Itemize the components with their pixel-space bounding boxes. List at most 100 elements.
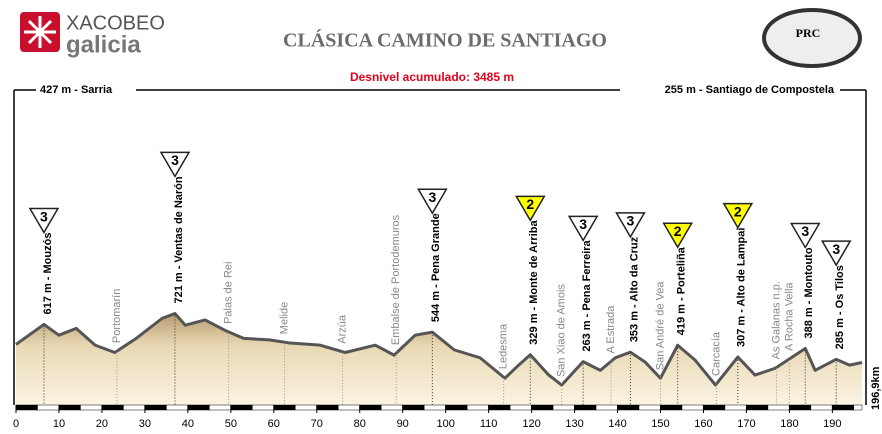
x-tick-label: 40 [182,418,194,430]
climb-label: 617 m - Mouzós [42,233,54,315]
climb-category: 3 [801,223,809,239]
axis-band [359,404,382,411]
logo-cross [24,16,56,48]
x-tick-label: 60 [268,418,280,430]
axis-band [595,404,618,411]
axis-band [380,404,403,411]
x-tick-label: 80 [354,418,366,430]
axis-band [466,404,489,411]
badge-text: PRC [796,26,821,40]
distance-label: 196,9km [870,366,882,410]
badge: PRC [762,8,862,68]
climb-category-badge [662,222,693,249]
axis-band [574,404,597,411]
x-tick-label: 100 [436,418,454,430]
axis-band [273,404,296,411]
axis-band [703,404,726,411]
climb-category: 3 [627,213,635,229]
axis-band [423,404,446,411]
x-tick-label: 0 [13,418,19,430]
climb-category-badge [615,212,646,239]
logo: XACOBEO galicia [20,12,165,58]
axis-band [123,404,146,411]
x-tick-label: 190 [823,418,841,430]
town-label: San Xiao de Amois [556,284,568,377]
axis-band [832,404,855,411]
finish-label: 255 m - Santiago de Compostela [665,84,835,96]
climb-category-badge [820,240,852,267]
badge-ring [762,8,862,68]
start-label: 427 m - Sarria [40,84,113,96]
town-label: San André de Vea [654,281,666,371]
axis-band [337,404,360,411]
climb-category-badge [722,202,754,230]
axis-band [853,404,863,411]
x-tick-label: 20 [96,418,108,430]
town-label: Embalse de Portodemuros [390,214,402,345]
climb-label: 353 m - Alto da Cruz [628,236,640,342]
axis-band [767,404,790,411]
axis-band [402,404,425,411]
town-label: Ledesma [498,323,510,369]
x-tick-label: 140 [608,418,626,430]
climb-category: 3 [40,208,48,224]
axis-band [166,404,189,411]
terrain-area [16,313,862,405]
climb-label: 285 m - Os Tilos [834,265,846,349]
axis-band [37,404,60,411]
x-tick-label: 50 [225,418,237,430]
x-tick-label: 110 [480,418,498,430]
label-bg [36,83,136,97]
axis-band [531,404,554,411]
climb-category-badge [514,195,546,222]
axis-band [617,404,640,411]
town-label: As Galanas n.p. [770,281,782,359]
climb-label: 721 m - Ventas de Narón [173,176,185,303]
axis-band [209,404,232,411]
climb-category-badge [567,215,599,242]
climb-category: 3 [832,241,840,257]
town-label: Carcacía [710,331,722,376]
x-tick-label: 130 [565,418,583,430]
climb-category: 3 [428,189,436,205]
axis-band [724,404,747,411]
climb-category-badge [417,188,448,215]
logo-text: galicia [66,31,141,58]
x-tick-label: 180 [780,418,798,430]
climb-label: 263 m - Pena Ferreira [581,239,593,351]
axis-band [552,404,575,411]
axis-band [316,404,339,411]
climb-category: 2 [674,223,682,239]
climb-label: 544 m - Pena Grande [430,213,442,322]
axis-band [746,404,769,411]
town-label: A Estrada [605,305,617,354]
axis-band [810,404,833,411]
label-bg [620,83,840,97]
x-tick-label: 150 [651,418,669,430]
climb-category: 2 [526,196,534,212]
axis-band [252,404,275,411]
axis-band [80,404,103,411]
axis-band [15,404,38,411]
axis-band [681,404,704,411]
axis-band [230,404,253,411]
axis-band [789,404,812,411]
town-label: A Rocha Vella [783,282,795,351]
axis-band [295,404,318,411]
x-tick-label: 30 [139,418,151,430]
logo-text: XACOBEO [66,12,165,34]
climb-label: 307 m - Alto de Lampai [736,228,748,347]
x-tick-label: 10 [53,418,65,430]
climb-label: 329 m - Monte de Arriba [528,220,540,345]
axis-band [488,404,511,411]
axis-band [187,404,210,411]
profile-line [15,312,863,387]
town-label: Arzúa [336,314,348,344]
climb-category-badge [159,151,191,178]
axis-band [509,404,532,411]
axis-band [445,404,468,411]
axis-band [101,404,124,411]
x-tick-label: 120 [522,418,540,430]
climb-category: 2 [734,203,742,219]
